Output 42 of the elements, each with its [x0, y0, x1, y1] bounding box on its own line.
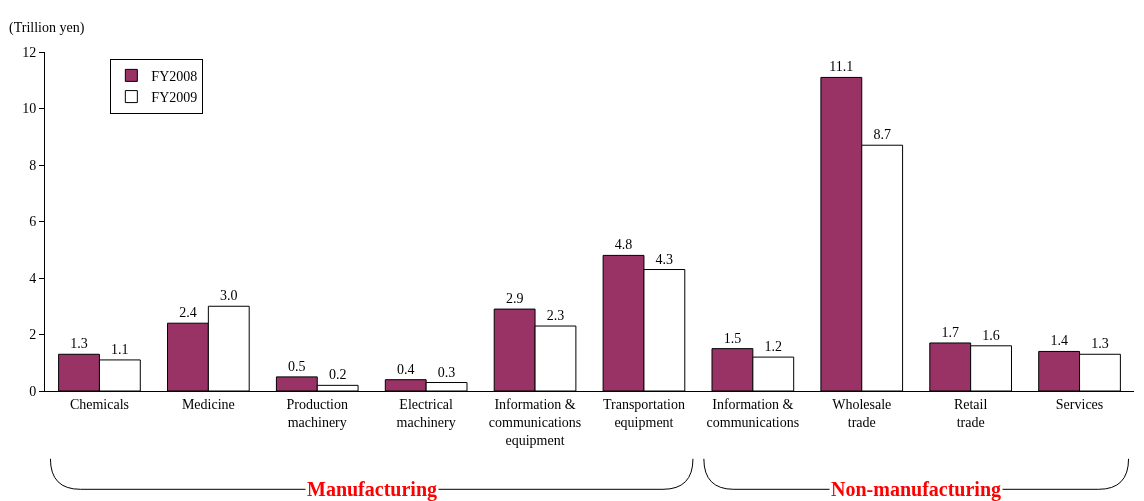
data-label: 0.2 — [328, 367, 347, 383]
y-tick-label: 12 — [22, 44, 37, 60]
x-tick-label: Retail trade — [953, 396, 988, 430]
data-label: 2.9 — [505, 291, 524, 307]
x-tick-label: Electrical machinery — [396, 396, 456, 430]
y-tick-label: 8 — [29, 157, 37, 173]
x-tick-label: Services — [1055, 396, 1104, 412]
x-tick-label: Production machinery — [286, 396, 348, 430]
data-label: 11.1 — [829, 59, 854, 75]
text: Manufacturing — [307, 478, 437, 501]
data-label: 1.2 — [764, 339, 783, 355]
data-label: 4.8 — [614, 237, 633, 253]
data-label: 4.3 — [655, 251, 674, 267]
x-tick-label: Wholesale trade — [832, 396, 892, 430]
data-label: 1.3 — [1091, 336, 1109, 352]
y-axis-title: (Trillion yen) — [9, 20, 85, 36]
y-tick-label: 0 — [29, 383, 37, 399]
data-label: 0.5 — [288, 358, 306, 374]
y-tick-label: 4 — [29, 270, 37, 286]
y-tick-label: 6 — [29, 214, 37, 230]
y-tick-label: 10 — [22, 101, 37, 117]
data-label: 1.1 — [111, 341, 129, 357]
x-tick-label: Information & communications equipment — [488, 396, 582, 449]
data-label: 1.5 — [723, 330, 742, 346]
data-label: 1.4 — [1050, 333, 1068, 349]
text: Non-manufacturing — [831, 478, 1002, 501]
data-label: 2.3 — [546, 308, 565, 324]
legend-label: FY2008 — [151, 68, 198, 84]
data-label: 0.4 — [396, 361, 415, 377]
data-label: 0.3 — [437, 364, 456, 380]
y-tick-label: 2 — [29, 327, 37, 343]
data-label: 1.3 — [70, 336, 88, 352]
x-tick-label: Transportation equipment — [602, 396, 685, 430]
data-label: 2.4 — [179, 305, 197, 321]
x-tick-label: Medicine — [181, 396, 235, 412]
x-tick-label: Information & communications — [706, 396, 800, 430]
legend-label: FY2009 — [151, 90, 198, 106]
x-tick-label: Chemicals — [69, 396, 129, 412]
data-label: 1.6 — [982, 327, 1000, 343]
data-label: 3.0 — [220, 288, 238, 304]
data-label: 1.7 — [941, 324, 959, 340]
data-label: 8.7 — [873, 127, 891, 143]
